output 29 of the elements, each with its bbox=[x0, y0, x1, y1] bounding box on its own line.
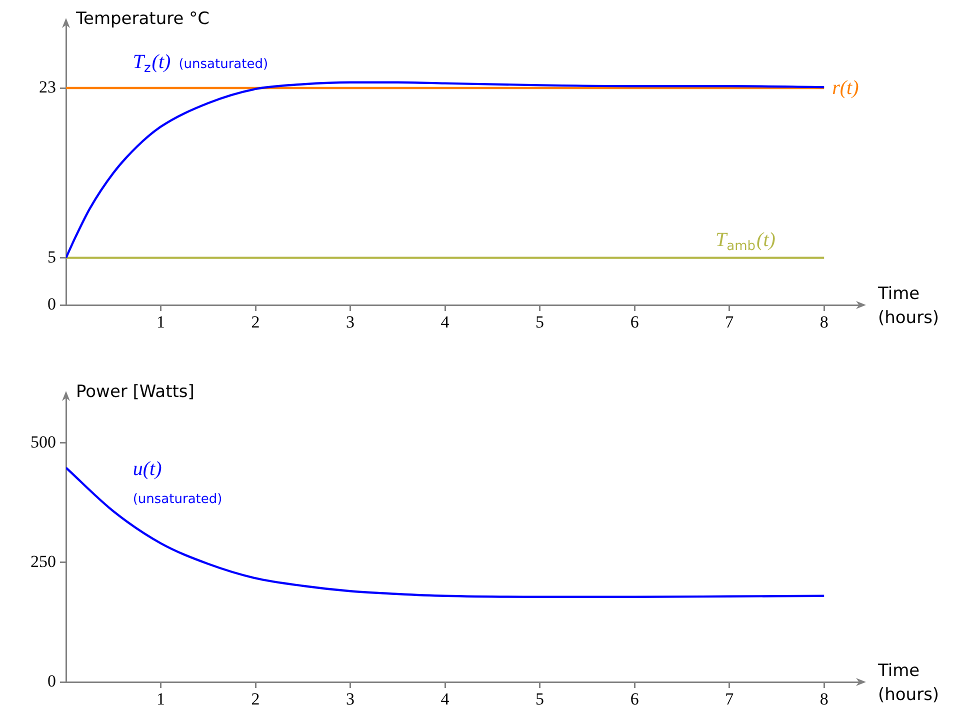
x-tick-label: 5 bbox=[536, 312, 544, 332]
x-axis-title: Time (hours) bbox=[877, 661, 940, 705]
x-tick-label: 5 bbox=[536, 690, 544, 709]
y-axis-title: Power [Watts] bbox=[76, 382, 194, 402]
x-tick-label: 7 bbox=[725, 690, 734, 709]
y-tick-label: 5 bbox=[48, 247, 56, 266]
line-series bbox=[66, 81, 826, 259]
x-tick-label: 3 bbox=[346, 690, 355, 709]
x-tick-label: 8 bbox=[820, 690, 828, 709]
x-tick-label: 1 bbox=[156, 312, 166, 332]
x-axis-title: Time (hours) bbox=[877, 284, 940, 328]
series-label: r(t) bbox=[832, 77, 860, 100]
x-tick-label: 7 bbox=[725, 312, 734, 332]
series-label: u(t) (unsaturated) bbox=[132, 458, 222, 507]
x-tick-label: 4 bbox=[440, 312, 450, 332]
y-axis-title: Temperature °C bbox=[75, 9, 210, 29]
x-tick-label: 6 bbox=[630, 312, 639, 332]
x-tick-label: 4 bbox=[440, 690, 450, 709]
x-tick-label: 1 bbox=[156, 690, 166, 709]
x-tick-label: 3 bbox=[346, 312, 355, 332]
x-tick-label: 2 bbox=[251, 690, 260, 709]
y-tick-label: 23 bbox=[39, 78, 56, 96]
y-tick-label: 250 bbox=[30, 552, 56, 571]
x-tick-label: 8 bbox=[820, 312, 828, 332]
y-tick-label: 500 bbox=[30, 432, 56, 452]
y-tick-label: 0 bbox=[48, 671, 56, 690]
y-tick-label: 0 bbox=[48, 294, 56, 314]
x-tick-label: 2 bbox=[251, 312, 260, 332]
x-tick-label: 6 bbox=[630, 690, 639, 709]
